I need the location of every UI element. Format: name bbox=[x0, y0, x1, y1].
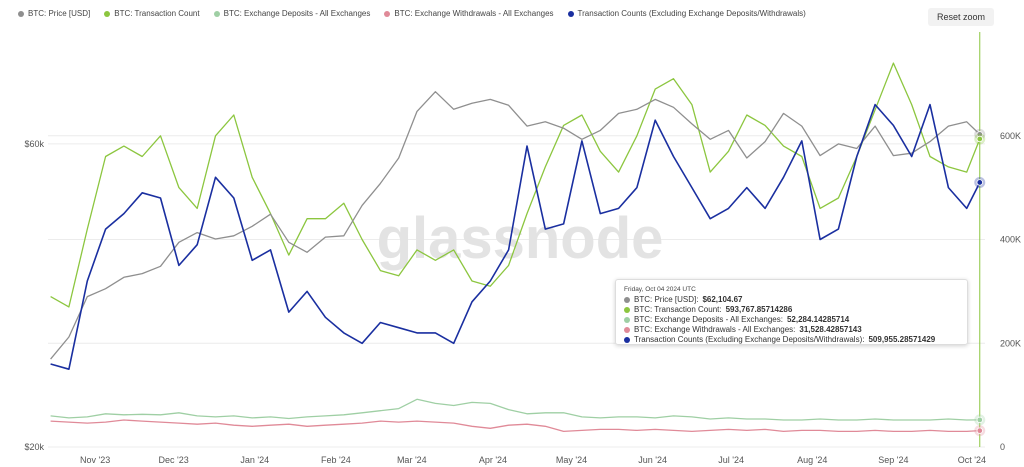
legend-item-transaction-count[interactable]: BTC: Transaction Count bbox=[104, 9, 200, 18]
y-left-tick-label: $60k bbox=[24, 139, 44, 149]
watermark: glassnode bbox=[377, 206, 664, 271]
tooltip-label: BTC: Exchange Deposits - All Exchanges: bbox=[634, 315, 783, 324]
tooltip-marker bbox=[624, 317, 630, 323]
legend-label: BTC: Exchange Deposits - All Exchanges bbox=[223, 9, 371, 18]
legend-marker bbox=[18, 10, 24, 17]
tooltip-marker bbox=[624, 327, 630, 333]
tooltip-value: 31,528.42857143 bbox=[799, 325, 862, 334]
tooltip-label: BTC: Exchange Withdrawals - All Exchange… bbox=[634, 325, 796, 334]
reset-zoom-button[interactable]: Reset zoom bbox=[928, 8, 994, 26]
chart-tooltip: Friday, Oct 04 2024 UTC BTC: Price [USD]… bbox=[615, 279, 968, 345]
y-left-tick-label: $20k bbox=[24, 442, 44, 452]
tooltip-row-transaction-count: BTC: Transaction Count: 593,767.85714286 bbox=[624, 305, 959, 315]
legend-marker bbox=[567, 10, 574, 17]
series-end-marker bbox=[976, 427, 983, 434]
x-tick-label: Jan '24 bbox=[240, 455, 269, 465]
x-tick-label: Aug '24 bbox=[797, 455, 827, 465]
tooltip-value: $62,104.67 bbox=[702, 295, 743, 304]
series-line bbox=[50, 398, 980, 421]
x-tick-label: Jun '24 bbox=[638, 455, 667, 465]
x-tick-label: Nov '23 bbox=[80, 455, 110, 465]
tooltip-label: BTC: Transaction Count: bbox=[634, 305, 722, 314]
x-tick-label: Feb '24 bbox=[321, 455, 351, 465]
y-right-tick-label: 0 bbox=[1000, 442, 1005, 452]
legend-marker bbox=[104, 10, 111, 17]
tooltip-date: Friday, Oct 04 2024 UTC bbox=[624, 286, 696, 293]
legend-label: BTC: Exchange Withdrawals - All Exchange… bbox=[394, 9, 554, 18]
series-line bbox=[50, 91, 981, 360]
series-line bbox=[50, 103, 981, 371]
legend-marker bbox=[213, 10, 220, 17]
legend-item-price[interactable]: BTC: Price [USD] bbox=[18, 9, 90, 18]
tooltip-label: Transaction Counts (Excluding Exchange D… bbox=[634, 335, 865, 344]
x-tick-label: Sep '24 bbox=[878, 455, 908, 465]
tooltip-row-transaction-counts-excl: Transaction Counts (Excluding Exchange D… bbox=[624, 335, 959, 345]
tooltip-value: 593,767.85714286 bbox=[725, 305, 793, 314]
series-line bbox=[50, 419, 980, 433]
y-right-tick-label: 200K bbox=[1000, 338, 1021, 348]
x-tick-label: Jul '24 bbox=[718, 455, 744, 465]
x-tick-label: Mar '24 bbox=[397, 455, 427, 465]
legend-marker bbox=[384, 10, 391, 17]
tooltip-label: BTC: Price [USD]: bbox=[634, 295, 699, 304]
x-tick-label: Apr '24 bbox=[479, 455, 507, 465]
x-tick-label: Dec '23 bbox=[159, 455, 189, 465]
x-tick-label: May '24 bbox=[556, 455, 587, 465]
x-tick-label: Oct '24 bbox=[958, 455, 986, 465]
tooltip-row-exchange-withdrawals: BTC: Exchange Withdrawals - All Exchange… bbox=[624, 325, 959, 335]
tooltip-marker bbox=[624, 337, 630, 343]
y-right-tick-label: 400K bbox=[1000, 235, 1021, 245]
legend-label: Transaction Counts (Excluding Exchange D… bbox=[577, 9, 806, 18]
series-end-marker bbox=[976, 179, 983, 186]
chart-legend: BTC: Price [USD] BTC: Transaction Count … bbox=[18, 9, 806, 18]
legend-item-exchange-withdrawals[interactable]: BTC: Exchange Withdrawals - All Exchange… bbox=[384, 9, 554, 18]
legend-item-transaction-counts-excl[interactable]: Transaction Counts (Excluding Exchange D… bbox=[567, 9, 806, 18]
tooltip-value: 509,955.28571429 bbox=[868, 335, 936, 344]
tooltip-row-exchange-deposits: BTC: Exchange Deposits - All Exchanges: 5… bbox=[624, 315, 959, 325]
tooltip-marker bbox=[624, 307, 630, 313]
legend-label: BTC: Transaction Count bbox=[114, 9, 200, 18]
y-right-tick-label: 600K bbox=[1000, 131, 1021, 141]
series-line bbox=[50, 62, 981, 308]
legend-label: BTC: Price [USD] bbox=[28, 9, 91, 18]
tooltip-value: 52,284.14285714 bbox=[786, 315, 850, 324]
series-end-marker bbox=[976, 135, 983, 143]
legend-item-exchange-deposits[interactable]: BTC: Exchange Deposits - All Exchanges bbox=[213, 9, 371, 18]
tooltip-marker bbox=[624, 297, 630, 303]
tooltip-row-price: BTC: Price [USD]: $62,104.67 bbox=[624, 295, 959, 305]
series-end-marker bbox=[976, 416, 983, 424]
